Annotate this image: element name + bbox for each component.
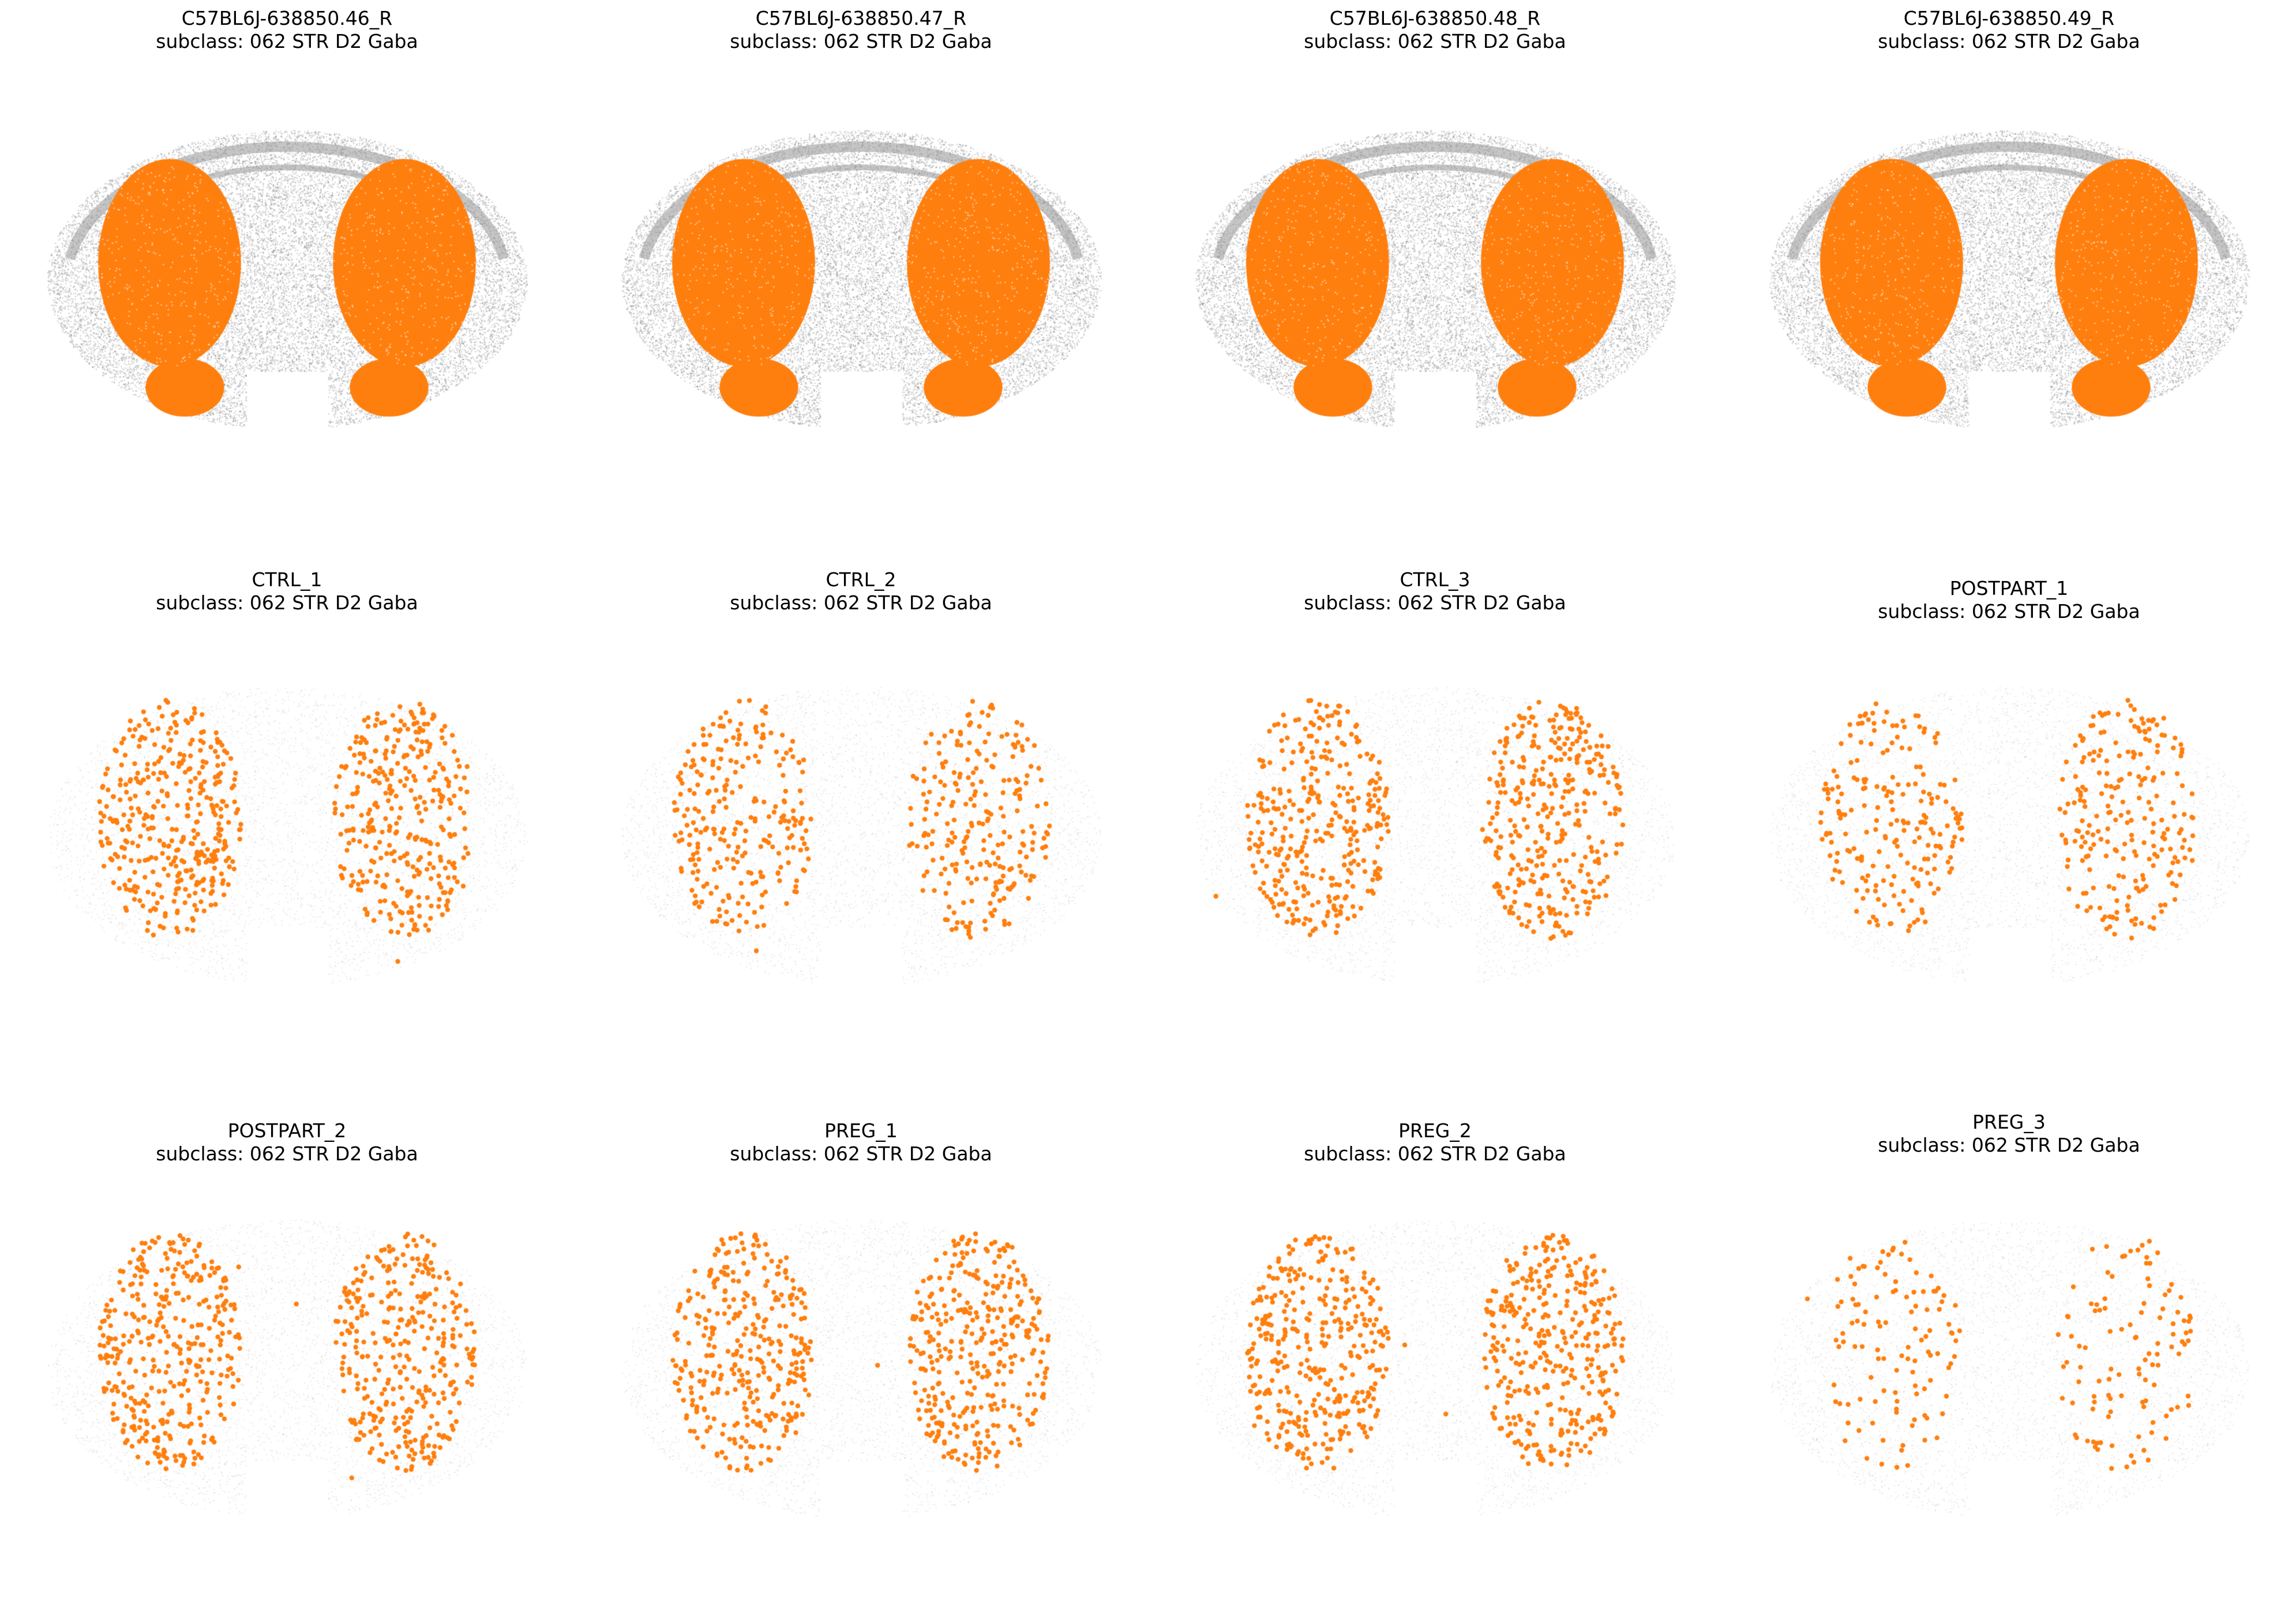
panel-title: PREG_2 subclass: 062 STR D2 Gaba: [1148, 1119, 1722, 1166]
panel-c57bl6j-638850-49-r: C57BL6J-638850.49_R subclass: 062 STR D2 …: [1722, 0, 2296, 533]
panel-postpart-2: POSTPART_2 subclass: 062 STR D2 Gaba: [0, 1066, 574, 1599]
subclass-label: subclass: 062 STR D2 Gaba: [156, 30, 418, 53]
panel-title: C57BL6J-638850.48_R subclass: 062 STR D2 …: [1148, 7, 1722, 53]
panel-preg-3: PREG_3 subclass: 062 STR D2 Gaba: [1722, 1066, 2296, 1599]
panel-title: C57BL6J-638850.46_R subclass: 062 STR D2 …: [0, 7, 574, 53]
panel-preg-1: PREG_1 subclass: 062 STR D2 Gaba: [574, 1066, 1148, 1599]
spatial-scatter-plot: [0, 0, 574, 533]
subclass-label: subclass: 062 STR D2 Gaba: [156, 591, 418, 614]
spatial-scatter-plot: [0, 1066, 574, 1599]
subclass-label: subclass: 062 STR D2 Gaba: [1878, 600, 2140, 623]
sample-label: POSTPART_1: [1949, 577, 2069, 599]
panel-title: CTRL_2 subclass: 062 STR D2 Gaba: [574, 568, 1148, 614]
sample-label: POSTPART_2: [227, 1119, 347, 1142]
panel-title: CTRL_3 subclass: 062 STR D2 Gaba: [1148, 568, 1722, 614]
sample-label: CTRL_1: [252, 568, 322, 591]
subclass-label: subclass: 062 STR D2 Gaba: [1878, 1134, 2140, 1156]
subclass-label: subclass: 062 STR D2 Gaba: [156, 1142, 418, 1165]
sample-label: PREG_1: [824, 1119, 898, 1142]
sample-label: PREG_3: [1972, 1111, 2046, 1133]
spatial-scatter-plot: [1148, 533, 1722, 1066]
panel-ctrl-2: CTRL_2 subclass: 062 STR D2 Gaba: [574, 533, 1148, 1066]
spatial-scatter-plot: [574, 533, 1148, 1066]
panel-c57bl6j-638850-47-r: C57BL6J-638850.47_R subclass: 062 STR D2 …: [574, 0, 1148, 533]
spatial-scatter-plot: [574, 0, 1148, 533]
spatial-scatter-plot: [1722, 1066, 2296, 1599]
panel-title: CTRL_1 subclass: 062 STR D2 Gaba: [0, 568, 574, 614]
spatial-scatter-plot: [1148, 0, 1722, 533]
panel-ctrl-1: CTRL_1 subclass: 062 STR D2 Gaba: [0, 533, 574, 1066]
panel-title: C57BL6J-638850.47_R subclass: 062 STR D2 …: [574, 7, 1148, 53]
panel-title: PREG_3 subclass: 062 STR D2 Gaba: [1722, 1111, 2296, 1157]
subclass-label: subclass: 062 STR D2 Gaba: [1304, 591, 1566, 614]
subclass-label: subclass: 062 STR D2 Gaba: [730, 30, 992, 53]
panel-ctrl-3: CTRL_3 subclass: 062 STR D2 Gaba: [1148, 533, 1722, 1066]
spatial-scatter-plot: [574, 1066, 1148, 1599]
sample-label: PREG_2: [1398, 1119, 1472, 1142]
sample-label: C57BL6J-638850.47_R: [755, 7, 967, 29]
sample-label: C57BL6J-638850.46_R: [181, 7, 393, 29]
spatial-scatter-plot: [0, 533, 574, 1066]
panel-title: C57BL6J-638850.49_R subclass: 062 STR D2 …: [1722, 7, 2296, 53]
sample-label: C57BL6J-638850.48_R: [1329, 7, 1541, 29]
sample-label: CTRL_3: [1400, 568, 1470, 591]
spatial-scatter-plot: [1148, 1066, 1722, 1599]
panel-postpart-1: POSTPART_1 subclass: 062 STR D2 Gaba: [1722, 533, 2296, 1066]
panel-title: PREG_1 subclass: 062 STR D2 Gaba: [574, 1119, 1148, 1166]
subclass-label: subclass: 062 STR D2 Gaba: [730, 591, 992, 614]
panel-preg-2: PREG_2 subclass: 062 STR D2 Gaba: [1148, 1066, 1722, 1599]
panel-title: POSTPART_2 subclass: 062 STR D2 Gaba: [0, 1119, 574, 1166]
subclass-label: subclass: 062 STR D2 Gaba: [1878, 30, 2140, 53]
spatial-scatter-plot: [1722, 0, 2296, 533]
sample-label: C57BL6J-638850.49_R: [1903, 7, 2115, 29]
panel-c57bl6j-638850-48-r: C57BL6J-638850.48_R subclass: 062 STR D2 …: [1148, 0, 1722, 533]
panel-c57bl6j-638850-46-r: C57BL6J-638850.46_R subclass: 062 STR D2 …: [0, 0, 574, 533]
spatial-scatter-plot: [1722, 533, 2296, 1066]
sample-label: CTRL_2: [826, 568, 896, 591]
subclass-label: subclass: 062 STR D2 Gaba: [1304, 1142, 1566, 1165]
subclass-label: subclass: 062 STR D2 Gaba: [1304, 30, 1566, 53]
panel-title: POSTPART_1 subclass: 062 STR D2 Gaba: [1722, 577, 2296, 623]
subclass-label: subclass: 062 STR D2 Gaba: [730, 1142, 992, 1165]
